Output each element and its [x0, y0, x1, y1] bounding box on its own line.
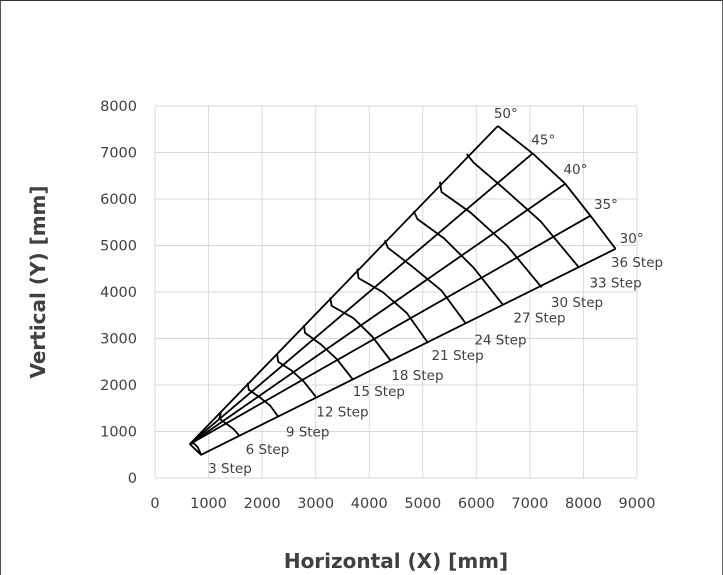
- y-tick-label: 5000: [100, 239, 137, 255]
- annotation-label: 12 Step: [316, 405, 368, 421]
- annotation-label: 33 Step: [589, 276, 641, 292]
- y-tick-label: 1000: [100, 425, 137, 441]
- annotation-label: 40°: [563, 162, 587, 178]
- y-tick-label: 7000: [100, 146, 137, 162]
- x-tick-label: 1000: [190, 496, 227, 512]
- angle-radial-line: [189, 214, 591, 445]
- x-tick-label: 9000: [619, 496, 656, 512]
- x-axis-title: Horizontal (X) [mm]: [284, 549, 508, 573]
- tick-labels: 0 1000 2000 3000 4000 5000 6000 7000 8000 9000 0 10…: [100, 99, 655, 512]
- annotation-label: 18 Step: [391, 368, 443, 384]
- annotation-label: 30 Step: [551, 295, 603, 311]
- x-tick-label: 7000: [511, 496, 548, 512]
- grid-layer: [154, 105, 638, 479]
- x-tick-label: 3000: [297, 496, 334, 512]
- x-tick-label: 0: [150, 496, 159, 512]
- annotation-label: 36 Step: [611, 255, 663, 271]
- step-arc-line: [412, 210, 504, 306]
- x-tick-label: 6000: [458, 496, 495, 512]
- mesh-lines: [189, 125, 617, 456]
- annotation-label: 15 Step: [353, 384, 405, 400]
- angle-radial-line: [189, 125, 499, 445]
- y-tick-label: 2000: [100, 378, 137, 394]
- annotation-label: 27 Step: [513, 311, 565, 327]
- annotation-label: 30°: [620, 231, 644, 247]
- step-arc-line: [329, 297, 392, 361]
- annotation-label: 35°: [594, 197, 618, 213]
- y-tick-label: 0: [128, 471, 137, 487]
- x-tick-label: 4000: [351, 496, 388, 512]
- y-tick-label: 8000: [100, 99, 137, 115]
- annotation-label: 6 Step: [246, 442, 290, 458]
- annotation-label: 50°: [494, 106, 518, 122]
- step-arc-line: [246, 382, 279, 418]
- step-arc-line: [356, 268, 429, 344]
- angle-radial-line: [189, 152, 534, 445]
- x-tick-label: 8000: [565, 496, 602, 512]
- step-arc-line: [276, 354, 317, 398]
- step-arc-line: [303, 324, 354, 381]
- x-tick-label: 5000: [404, 496, 441, 512]
- annotation-label: 3 Step: [208, 461, 252, 477]
- annotation-label: 24 Step: [474, 332, 526, 348]
- y-axis-title: Vertical (Y) [mm]: [26, 185, 50, 378]
- y-tick-label: 3000: [100, 332, 137, 348]
- step-arc-line: [465, 153, 580, 269]
- y-tick-label: 6000: [100, 192, 137, 208]
- annotation-label: 21 Step: [431, 348, 483, 364]
- angle-radial-line: [189, 247, 617, 456]
- y-tick-label: 4000: [100, 285, 137, 301]
- annotation-label: 9 Step: [286, 425, 330, 441]
- step-arc-line: [497, 125, 617, 250]
- x-tick-label: 2000: [244, 496, 281, 512]
- step-arc-line: [383, 240, 467, 324]
- angle-radial-line: [189, 182, 566, 445]
- step-arc-line: [439, 181, 543, 288]
- annotation-label: 45°: [531, 132, 555, 148]
